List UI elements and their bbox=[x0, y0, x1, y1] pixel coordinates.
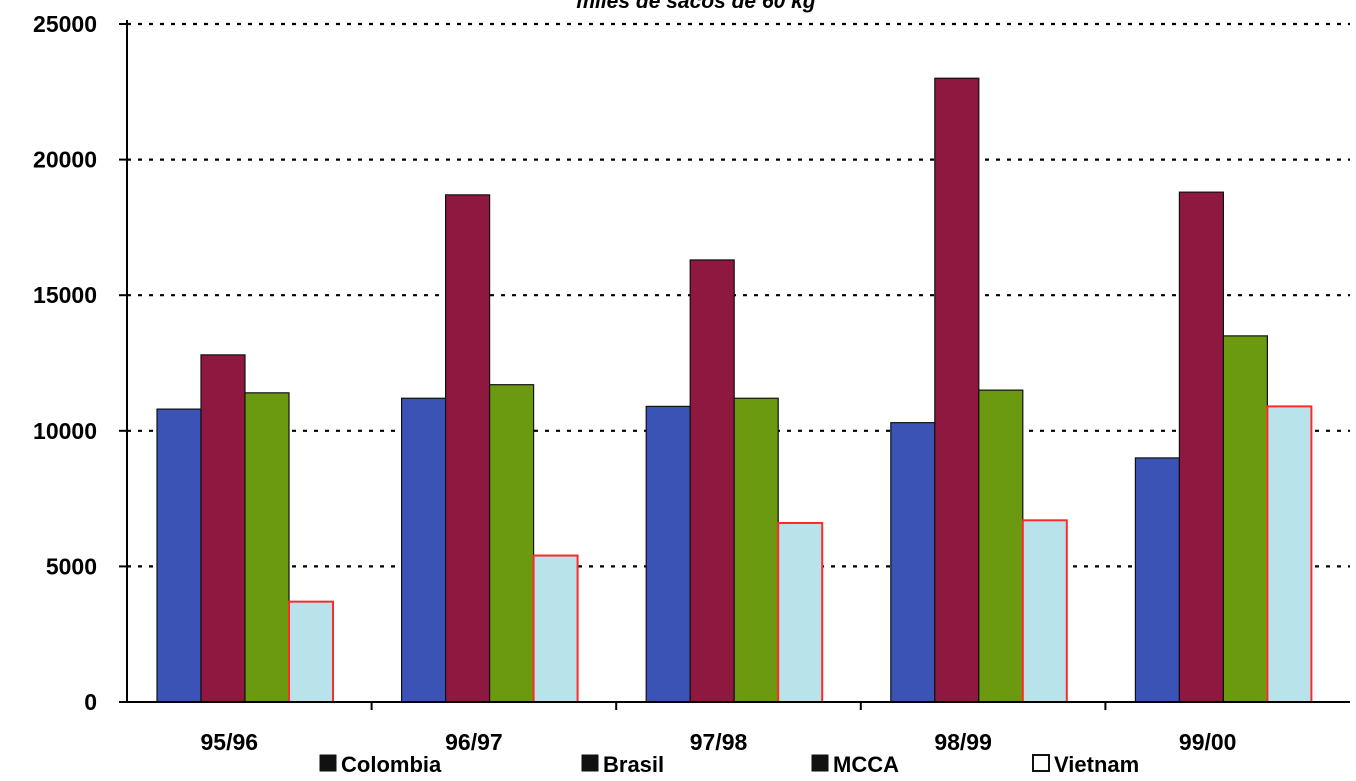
x-tick-label: 96/97 bbox=[445, 729, 503, 755]
y-tick-label: 0 bbox=[84, 689, 97, 715]
legend-swatch-mcca bbox=[811, 754, 829, 772]
legend-swatch-vietnam bbox=[1032, 754, 1050, 772]
bar-vietnam-96-97 bbox=[532, 554, 579, 703]
axes bbox=[119, 20, 1350, 710]
legend-label-mcca: MCCA bbox=[833, 752, 899, 777]
bar-brasil-98-99 bbox=[934, 77, 980, 703]
bar-vietnam-97-98 bbox=[777, 522, 824, 703]
bar-mcca-99-00 bbox=[1222, 335, 1269, 703]
chart-title: miles de sacos de 60 kg bbox=[576, 0, 815, 13]
y-tick-label: 20000 bbox=[33, 147, 97, 173]
x-tick-label: 97/98 bbox=[690, 729, 748, 755]
y-tick-label: 25000 bbox=[33, 11, 97, 37]
legend: Colombia Brasil MCCA Vietnam bbox=[319, 752, 1139, 777]
legend-label-brasil: Brasil bbox=[603, 752, 664, 777]
y-tick-label: 15000 bbox=[33, 282, 97, 308]
bar-brasil-99-00 bbox=[1178, 191, 1225, 703]
y-tick-label: 5000 bbox=[46, 553, 97, 579]
x-tick-label: 95/96 bbox=[201, 729, 259, 755]
bar-mcca-98-99 bbox=[978, 389, 1024, 703]
bar-brasil-95-96 bbox=[200, 354, 246, 703]
bar-colombia-98-99 bbox=[890, 422, 936, 703]
bar-mcca-95-96 bbox=[244, 392, 290, 703]
labels: 0 5000 10000 15000 20000 25000 95/96 96/97 97/98… bbox=[33, 11, 1236, 755]
bar-brasil-97-98 bbox=[689, 259, 735, 703]
bars bbox=[156, 77, 1313, 704]
legend-label-vietnam: Vietnam bbox=[1054, 752, 1139, 777]
bar-vietnam-98-99 bbox=[1021, 519, 1068, 704]
bar-colombia-97-98 bbox=[645, 405, 691, 703]
legend-swatch-colombia bbox=[319, 754, 337, 772]
legend-swatch-brasil bbox=[581, 754, 599, 772]
bar-colombia-96-97 bbox=[401, 397, 447, 703]
bar-brasil-96-97 bbox=[445, 194, 491, 703]
x-tick-label: 99/00 bbox=[1179, 729, 1237, 755]
y-tick-label: 10000 bbox=[33, 418, 97, 444]
bar-vietnam-95-96 bbox=[288, 600, 334, 704]
bar-vietnam-99-00 bbox=[1266, 405, 1313, 703]
x-tick-label: 98/99 bbox=[934, 729, 992, 755]
bar-mcca-97-98 bbox=[733, 397, 779, 703]
legend-label-colombia: Colombia bbox=[341, 752, 442, 777]
bar-colombia-95-96 bbox=[156, 408, 202, 703]
bar-mcca-96-97 bbox=[489, 384, 535, 703]
bar-colombia-99-00 bbox=[1134, 457, 1181, 703]
